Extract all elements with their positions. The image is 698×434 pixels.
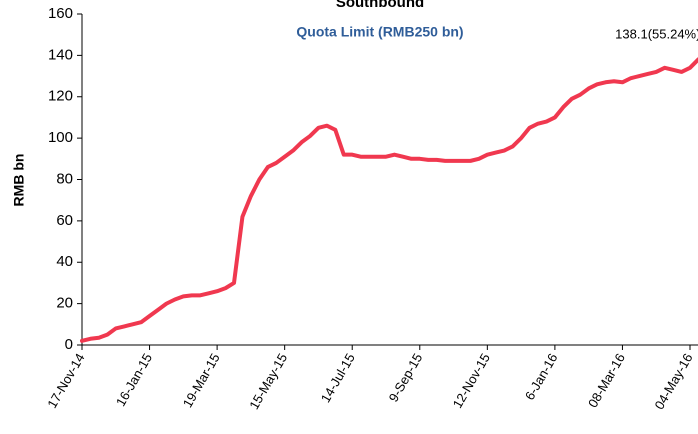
y-tick-label: 60	[56, 212, 73, 229]
x-tick-label: 14-Jul-15	[318, 351, 358, 405]
y-tick-label: 140	[48, 46, 73, 63]
x-tick-label: 15-May-15	[246, 351, 290, 412]
y-axis-label: RMB bn	[11, 154, 27, 207]
annotation: 138.1(55.24%)	[615, 27, 698, 42]
y-tick-label: 40	[56, 253, 73, 270]
x-tick-label: 16-Jan-15	[113, 351, 155, 409]
x-tick-label: 9-Sep-15	[386, 351, 426, 405]
y-tick-label: 0	[65, 336, 73, 353]
x-tick-label: 19-Mar-15	[180, 351, 223, 410]
x-tick-label: 08-Mar-16	[585, 351, 628, 410]
x-tick-label: 17-Nov-14	[44, 351, 87, 411]
y-tick-label: 20	[56, 295, 73, 312]
y-tick-label: 80	[56, 170, 73, 187]
y-tick-label: 160	[48, 5, 73, 22]
y-tick-label: 120	[48, 88, 73, 105]
data-line	[80, 57, 698, 343]
chart-title: Southbound	[336, 0, 424, 11]
chart-subtitle: Quota Limit (RMB250 bn)	[296, 24, 463, 40]
x-tick-label: 12-Nov-15	[450, 351, 493, 411]
x-tick-label: 6-Jan-16	[522, 351, 561, 403]
y-tick-label: 100	[48, 129, 73, 146]
x-tick-label: 04-May-16	[652, 351, 696, 412]
